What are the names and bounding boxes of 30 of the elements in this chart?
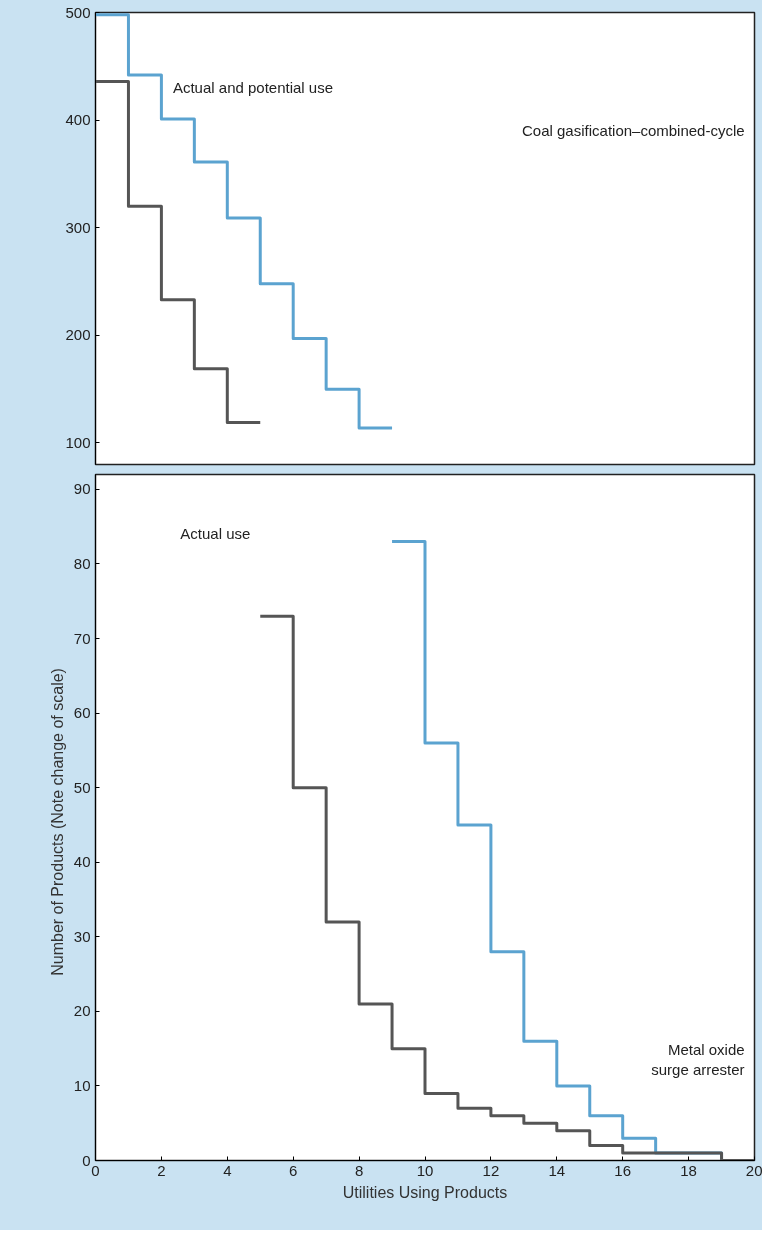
y-tick-label: 300 xyxy=(65,218,91,236)
x-tick-label: 16 xyxy=(614,1161,632,1179)
y-tick-label: 50 xyxy=(73,778,91,796)
y-tick-label: 10 xyxy=(73,1076,91,1094)
y-tick-label: 200 xyxy=(65,326,91,344)
y-tick-label: 40 xyxy=(73,853,91,871)
text: Actual use xyxy=(180,525,251,543)
x-tick-label: 8 xyxy=(354,1161,364,1179)
y-tick-label: 100 xyxy=(65,433,91,451)
x-tick-label: 12 xyxy=(482,1161,500,1179)
y-tick-label: 80 xyxy=(73,554,91,572)
y-tick-label: 30 xyxy=(73,927,91,945)
x-tick-label: 2 xyxy=(157,1161,166,1179)
y-tick-label: 20 xyxy=(73,1002,91,1020)
y-tick-label: 90 xyxy=(73,480,91,498)
y-axis-title: Number of Products (Note change of scale) xyxy=(48,668,66,976)
y-tick-label: 60 xyxy=(73,704,91,722)
series-label: Actual and potential use xyxy=(172,79,334,97)
x-tick-label: 6 xyxy=(289,1161,298,1179)
annotation: Coal gasification–combined-cycle xyxy=(522,122,745,140)
x-tick-label: 4 xyxy=(223,1161,232,1179)
y-tick-label: 70 xyxy=(73,629,91,647)
x-axis-title: Utilities Using Products xyxy=(342,1183,508,1201)
x-tick-label: 20 xyxy=(745,1161,762,1179)
x-tick-label: 10 xyxy=(416,1161,434,1179)
x-tick-label: 18 xyxy=(680,1161,697,1179)
y-tick-label: 400 xyxy=(65,111,91,129)
annotation: Metal oxide surge arrester xyxy=(651,1040,745,1079)
x-tick-label: 14 xyxy=(548,1161,566,1179)
y-tick-label: 500 xyxy=(65,3,91,21)
